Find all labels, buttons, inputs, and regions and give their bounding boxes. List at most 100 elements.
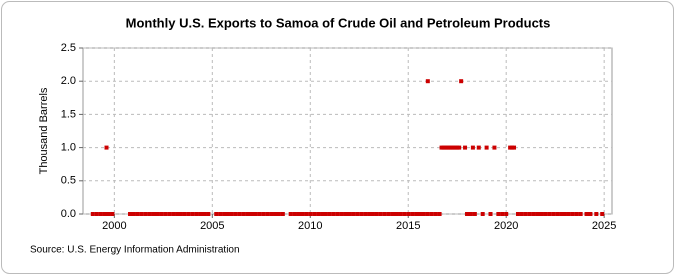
data-point <box>186 212 191 216</box>
data-point <box>323 212 328 216</box>
data-point <box>128 212 133 216</box>
data-point <box>225 212 230 216</box>
data-point <box>175 212 180 216</box>
data-point <box>504 212 509 216</box>
data-point <box>531 212 536 216</box>
data-point <box>90 212 95 216</box>
y-tick-label: 2.5 <box>61 42 76 54</box>
data-point <box>351 212 356 216</box>
data-point <box>406 212 411 216</box>
data-point <box>308 212 313 216</box>
data-point <box>280 212 285 216</box>
data-point <box>578 212 583 216</box>
data-point <box>202 212 207 216</box>
data-point <box>273 212 278 216</box>
data-point <box>374 212 379 216</box>
data-point <box>402 212 407 216</box>
data-point <box>433 212 438 216</box>
data-point <box>543 212 548 216</box>
data-point <box>241 212 246 216</box>
data-point <box>535 212 540 216</box>
data-point <box>468 212 473 216</box>
data-point <box>539 212 544 216</box>
data-point <box>222 212 227 216</box>
data-point <box>555 212 560 216</box>
data-point <box>296 212 301 216</box>
data-point <box>300 212 305 216</box>
data-point <box>151 212 156 216</box>
data-point <box>496 212 501 216</box>
data-point <box>94 212 99 216</box>
data-point <box>512 145 517 150</box>
data-point <box>237 212 242 216</box>
data-point <box>190 212 195 216</box>
data-point <box>182 212 187 216</box>
data-point <box>414 212 419 216</box>
data-point <box>104 145 109 150</box>
data-point <box>147 212 152 216</box>
data-point <box>288 212 293 216</box>
data-point <box>588 212 593 216</box>
data-point <box>394 212 399 216</box>
data-point <box>206 212 211 216</box>
y-tick-label: 1.5 <box>61 108 76 120</box>
data-point <box>463 145 468 150</box>
data-point <box>363 212 368 216</box>
data-point <box>492 145 497 150</box>
data-point <box>249 212 254 216</box>
data-point <box>421 212 426 216</box>
data-point <box>570 212 575 216</box>
data-point <box>171 212 176 216</box>
data-point <box>551 212 556 216</box>
data-point <box>472 212 477 216</box>
data-point <box>261 212 266 216</box>
data-point <box>425 79 430 84</box>
plot-area <box>82 47 613 215</box>
data-point <box>194 212 199 216</box>
data-point <box>98 212 103 216</box>
data-point <box>523 212 528 216</box>
data-point <box>515 212 520 216</box>
data-point <box>218 212 223 216</box>
data-point <box>519 212 524 216</box>
data-point <box>143 212 148 216</box>
x-tick-label: 2015 <box>396 220 420 232</box>
data-point <box>198 212 203 216</box>
x-tick-label: 2020 <box>494 220 518 232</box>
data-point <box>245 212 250 216</box>
data-point <box>178 212 183 216</box>
data-point <box>470 145 475 150</box>
data-point <box>304 212 309 216</box>
data-point <box>437 212 442 216</box>
data-point <box>292 212 297 216</box>
data-point <box>425 212 430 216</box>
data-point <box>484 145 489 150</box>
data-point <box>488 212 493 216</box>
data-point <box>410 212 415 216</box>
data-point <box>600 212 605 216</box>
data-point <box>135 212 140 216</box>
chart-title: Monthly U.S. Exports to Samoa of Crude O… <box>126 15 551 30</box>
data-point <box>378 212 383 216</box>
data-point <box>390 212 395 216</box>
data-point <box>562 212 567 216</box>
data-point <box>163 212 168 216</box>
x-tick-label: 2005 <box>200 220 224 232</box>
data-point <box>429 212 434 216</box>
data-point <box>233 212 238 216</box>
data-point <box>139 212 144 216</box>
data-point <box>155 212 160 216</box>
data-point <box>476 145 481 150</box>
data-point <box>465 212 470 216</box>
data-point <box>167 212 172 216</box>
data-point <box>229 212 234 216</box>
data-point <box>265 212 270 216</box>
data-point <box>343 212 348 216</box>
data-point <box>566 212 571 216</box>
data-point <box>527 212 532 216</box>
data-point <box>367 212 372 216</box>
data-point <box>382 212 387 216</box>
data-point <box>316 212 321 216</box>
data-point <box>417 212 422 216</box>
